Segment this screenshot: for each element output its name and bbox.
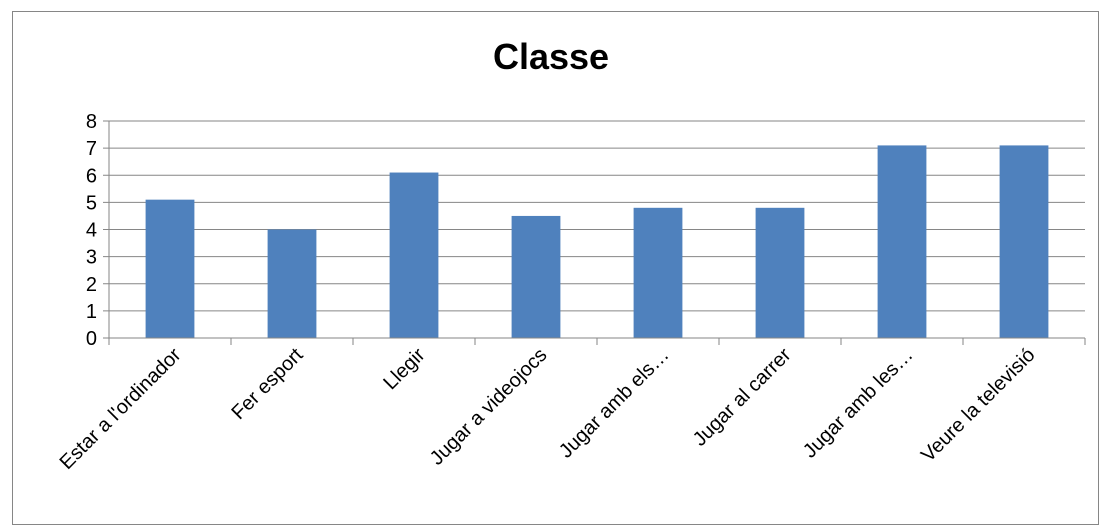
- bar: [999, 145, 1049, 338]
- y-tick-label: 8: [86, 111, 97, 133]
- x-category-label: Jugar a videojocs: [426, 344, 552, 470]
- chart-title: Classe: [492, 36, 610, 77]
- bar: [633, 207, 683, 338]
- y-tick-label: 0: [86, 328, 97, 350]
- bar: [511, 215, 561, 338]
- x-category-label: Fer esport: [228, 344, 308, 424]
- y-tick-label: 2: [86, 274, 97, 296]
- x-category-label: Veure la televisió: [917, 344, 1039, 466]
- y-tick-label: 5: [86, 192, 97, 214]
- axes: [103, 120, 1086, 345]
- grid-lines: [109, 120, 1085, 312]
- bar: [389, 172, 439, 338]
- x-category-label: Estar a l'ordinador: [56, 344, 186, 474]
- bar: [755, 207, 805, 338]
- y-tick-label: 6: [86, 165, 97, 187]
- y-tick-label: 1: [86, 301, 97, 323]
- x-category-label: Llegir: [379, 344, 429, 394]
- bar: [877, 145, 927, 338]
- x-category-label: Jugar amb les…: [799, 344, 918, 463]
- x-category-label: Jugar al carrer: [689, 344, 796, 451]
- x-category-label: Jugar amb els…: [555, 344, 674, 463]
- y-tick-label: 3: [86, 247, 97, 269]
- y-tick-label: 7: [86, 138, 97, 160]
- bars: [145, 145, 1049, 338]
- y-tick-label: 4: [86, 220, 97, 242]
- bar: [145, 199, 195, 338]
- bar: [267, 229, 317, 338]
